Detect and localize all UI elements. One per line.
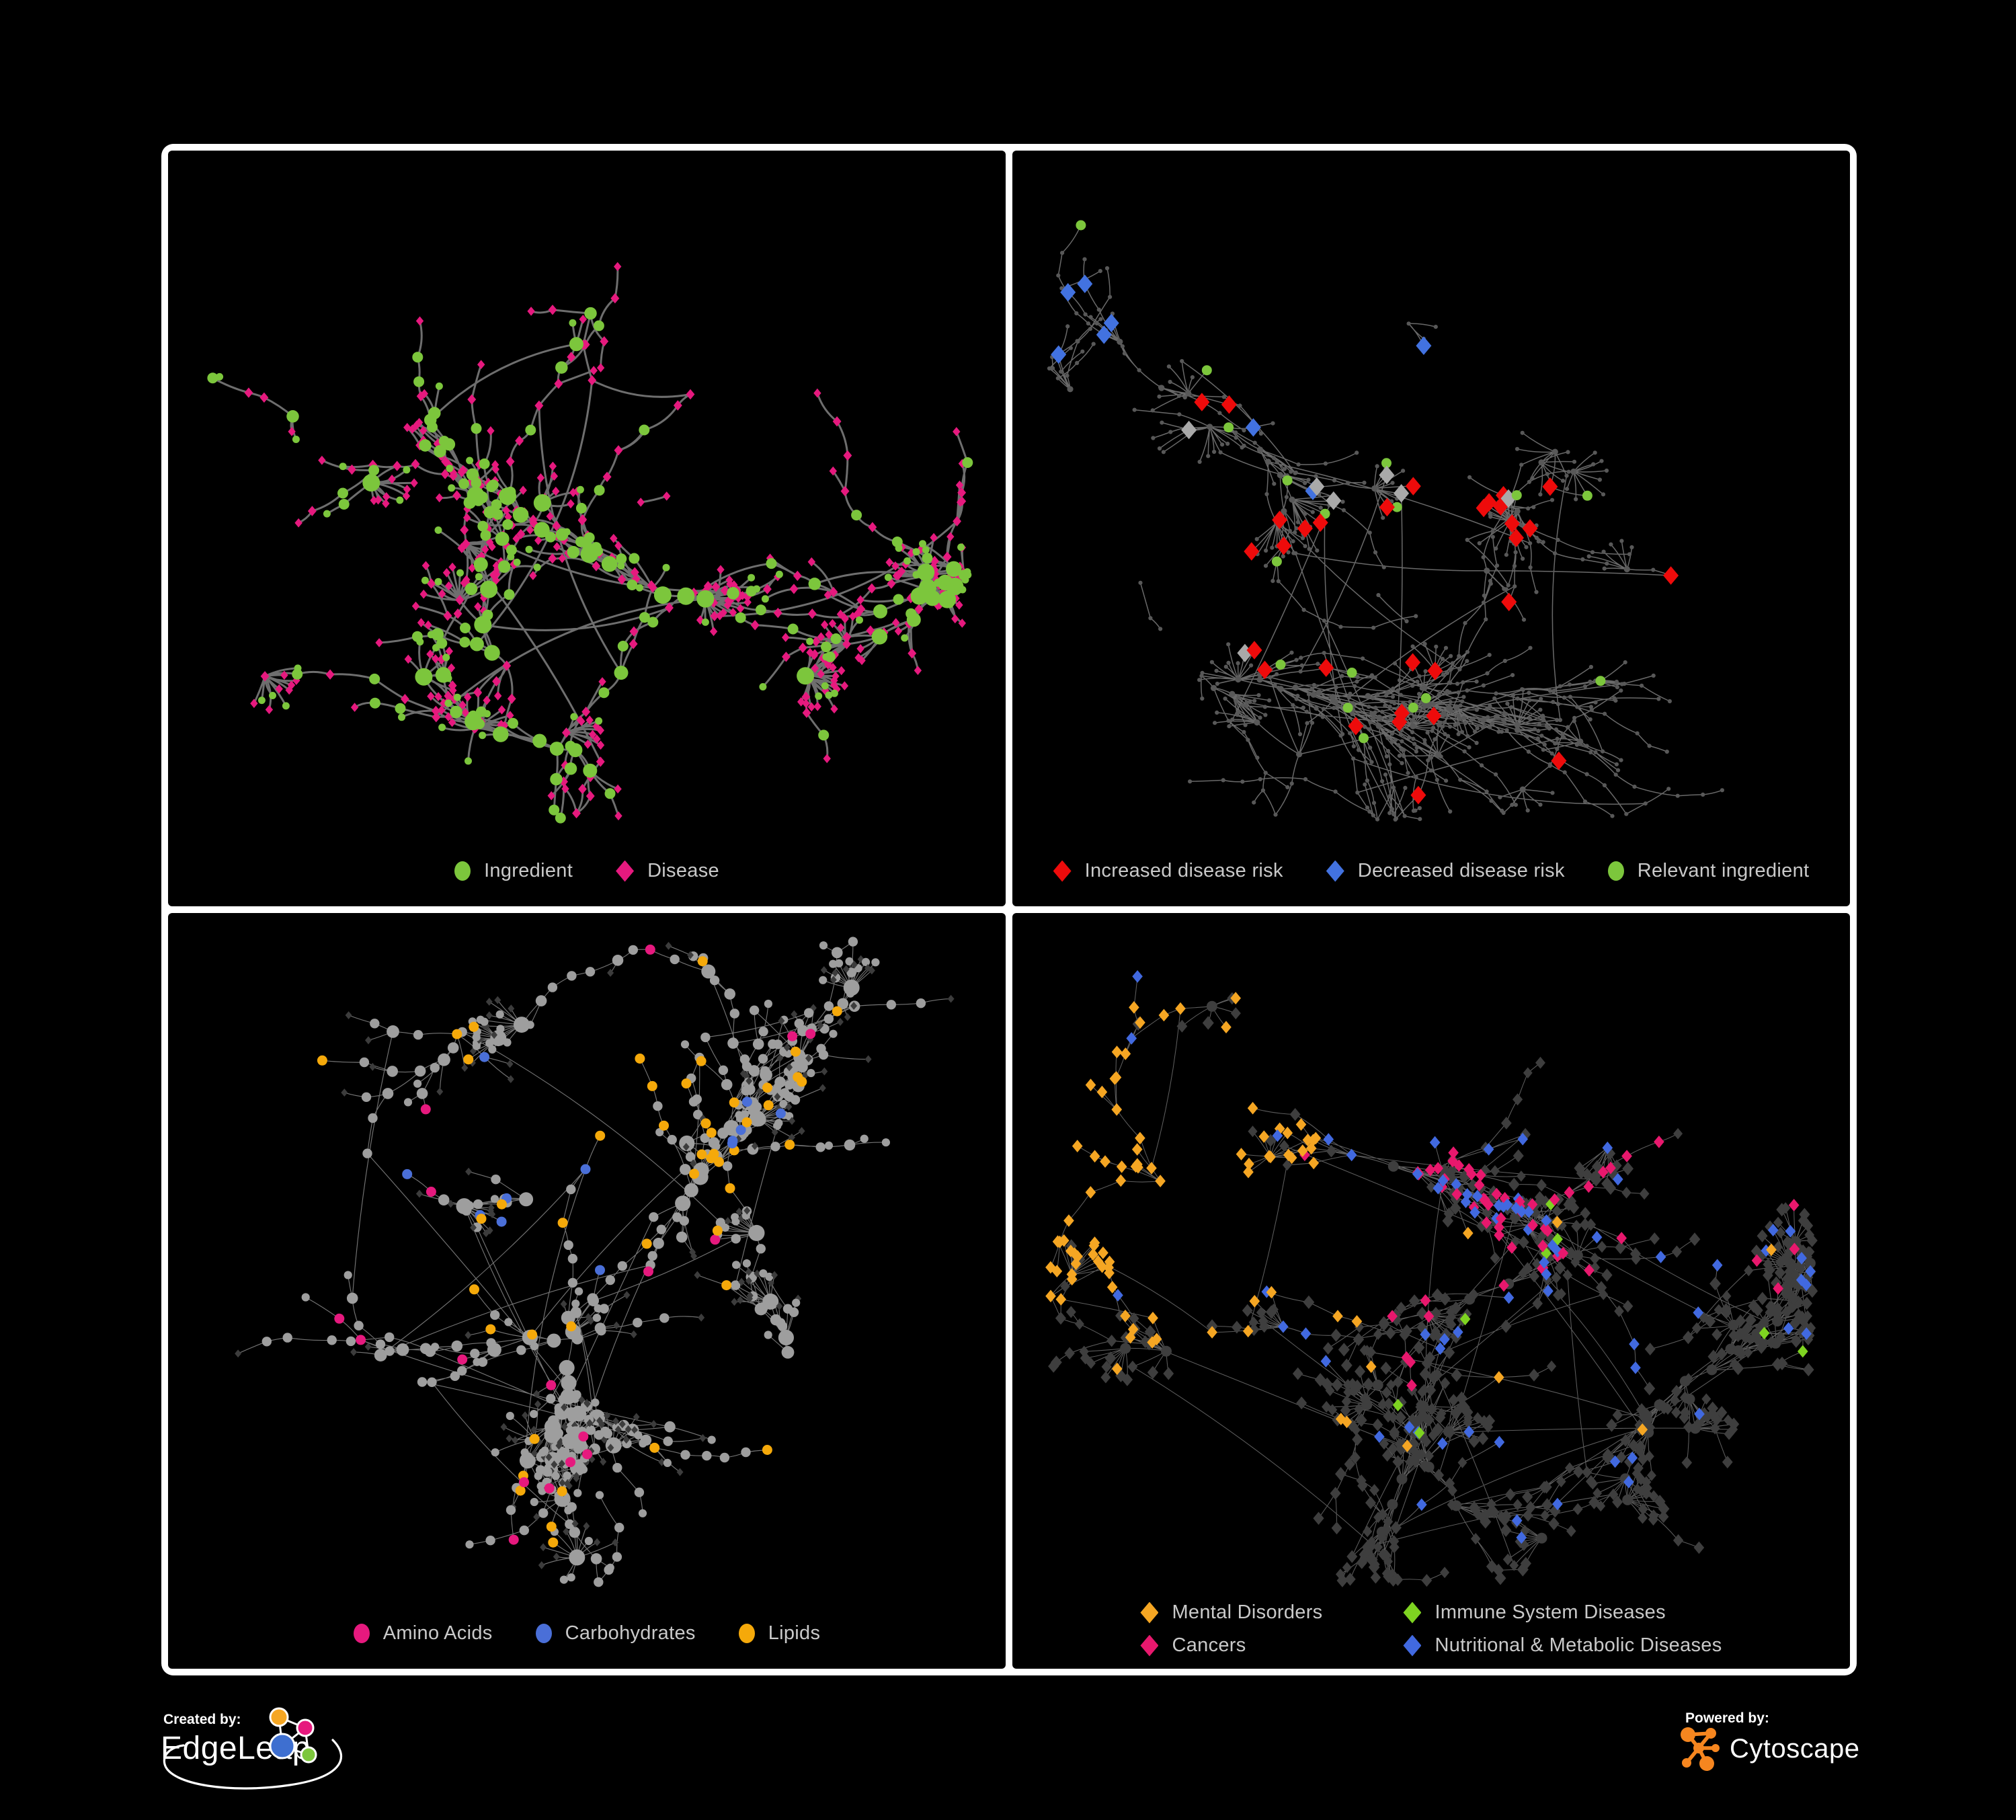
cytoscape-icon-nodes — [1681, 1727, 1720, 1771]
legend-item-cancers: Cancers — [1140, 1634, 1246, 1657]
increased-disease-risk-diamond-swatch-icon — [1053, 860, 1072, 882]
network-ingredient-disease — [168, 151, 1006, 906]
legend-label-relevant-ingredient: Relevant ingredient — [1637, 860, 1810, 881]
cancers-diamond-swatch-icon — [1140, 1634, 1159, 1657]
created-by-label: Created by: — [163, 1712, 241, 1727]
legend-nutrient-classes: Amino Acids Carbohydrates Lipids — [168, 1622, 1006, 1645]
decreased-disease-risk-diamond-swatch-icon — [1326, 860, 1344, 882]
mental-disorders-diamond-swatch-icon — [1140, 1601, 1159, 1624]
edgeleap-blue-node-icon — [269, 1733, 296, 1759]
edgeleap-swoosh — [163, 1739, 343, 1790]
network-nutrient-classes — [168, 913, 1006, 1669]
panel-nutrient-classes: Amino Acids Carbohydrates Lipids — [168, 913, 1006, 1669]
legend-item-mental-disorders: Mental Disorders — [1140, 1601, 1322, 1624]
cytoscape-logo: Powered by: Cytoscape — [1681, 1710, 1859, 1771]
relevant-ingredient-circle-swatch-icon — [1607, 861, 1624, 881]
legend-disease-classes: Mental Disorders Immune System Diseases Ca… — [1012, 1601, 1850, 1657]
legend-label-nutritional-metabolic-diseases: Nutritional & Metabolic Diseases — [1435, 1634, 1722, 1656]
network-svg-disease-classes — [1045, 970, 1818, 1587]
amino-acids-circle-swatch-icon — [353, 1624, 370, 1643]
quad-panel-frame: Ingredient Disease Increased disease risk… — [161, 144, 1857, 1675]
legend-disease-risk: Increased disease risk Decreased disease … — [1012, 860, 1850, 882]
edgeleap-logo: Created by: EdgeLeap — [161, 1707, 343, 1790]
legend-item-disease: Disease — [616, 860, 719, 882]
carbohydrates-circle-swatch-icon — [535, 1624, 552, 1643]
legend-label-lipids: Lipids — [768, 1622, 821, 1644]
network-svg-disease-risk — [1047, 220, 1724, 822]
legend-item-relevant-ingredient: Relevant ingredient — [1607, 860, 1810, 882]
panel-disease-risk: Increased disease risk Decreased disease … — [1012, 151, 1850, 906]
legend-item-nutritional-metabolic-diseases: Nutritional & Metabolic Diseases — [1403, 1634, 1722, 1657]
powered-by-label: Powered by: — [1685, 1710, 1769, 1726]
legend-label-mental-disorders: Mental Disorders — [1172, 1601, 1323, 1623]
legend-label-decreased-disease-risk: Decreased disease risk — [1357, 860, 1565, 881]
network-disease-classes — [1012, 913, 1850, 1669]
legend-item-decreased-disease-risk: Decreased disease risk — [1326, 860, 1565, 882]
legend-item-ingredient: Ingredient — [454, 860, 573, 882]
legend-ingredient-disease: Ingredient Disease — [168, 860, 1006, 882]
legend-label-cancers: Cancers — [1172, 1634, 1246, 1656]
legend-label-immune-system-diseases: Immune System Diseases — [1435, 1601, 1666, 1623]
legend-item-carbohydrates: Carbohydrates — [535, 1622, 696, 1645]
legend-item-lipids: Lipids — [738, 1622, 821, 1645]
network-disease-risk — [1012, 151, 1850, 906]
cytoscape-logo-text: Cytoscape — [1730, 1734, 1859, 1764]
legend-label-ingredient: Ingredient — [484, 860, 573, 881]
network-svg-nutrient-classes — [235, 937, 955, 1587]
legend-label-carbohydrates: Carbohydrates — [565, 1622, 696, 1644]
legend-label-increased-disease-risk: Increased disease risk — [1084, 860, 1283, 881]
legend-label-amino-acids: Amino Acids — [382, 1622, 493, 1644]
legend-item-immune-system-diseases: Immune System Diseases — [1403, 1601, 1666, 1624]
lipids-circle-swatch-icon — [738, 1624, 755, 1643]
edgeleap-green-node-icon — [300, 1746, 317, 1764]
edgeleap-pink-node-icon — [296, 1718, 315, 1737]
edgeleap-orange-node-icon — [269, 1707, 289, 1727]
network-svg-ingredient-disease — [207, 262, 973, 824]
legend-item-increased-disease-risk: Increased disease risk — [1053, 860, 1283, 882]
panel-disease-classes: Mental Disorders Immune System Diseases Ca… — [1012, 913, 1850, 1669]
nutritional-metabolic-diseases-diamond-swatch-icon — [1403, 1634, 1422, 1657]
disease-diamond-swatch-icon — [616, 860, 635, 882]
legend-label-disease: Disease — [647, 860, 719, 881]
panel-ingredient-disease: Ingredient Disease — [168, 151, 1006, 906]
legend-item-amino-acids: Amino Acids — [353, 1622, 493, 1645]
ingredient-circle-swatch-icon — [454, 861, 471, 881]
immune-system-diseases-diamond-swatch-icon — [1403, 1601, 1422, 1624]
